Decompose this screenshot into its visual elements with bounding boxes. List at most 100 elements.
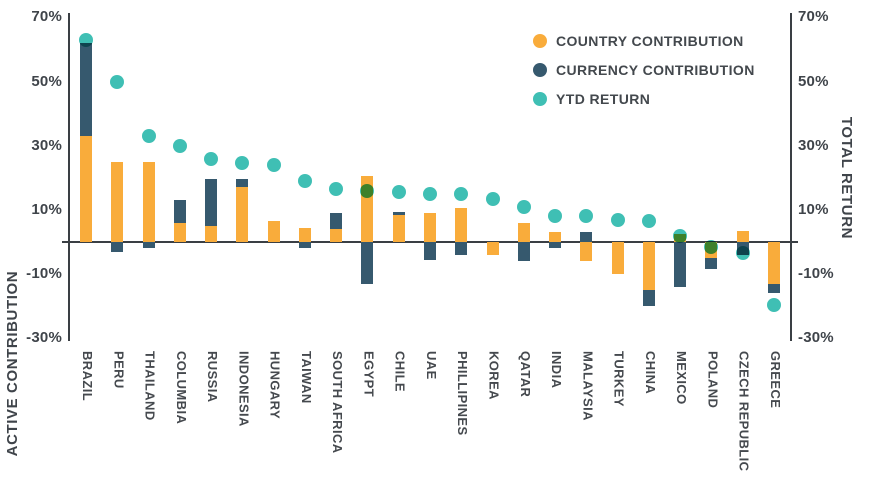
bar-country-contribution bbox=[736, 230, 749, 242]
bar-country-contribution bbox=[236, 187, 249, 242]
ytd-return-dot bbox=[266, 157, 281, 172]
bar-country-contribution bbox=[392, 214, 405, 242]
legend-swatch-dot-icon bbox=[533, 91, 547, 106]
legend-item: CURRENCY CONTRIBUTION bbox=[533, 55, 755, 84]
bar-country-contribution bbox=[142, 161, 155, 242]
bar-country-contribution bbox=[767, 242, 780, 284]
bar-country-contribution bbox=[611, 242, 624, 275]
left-axis-tick-label: -30% bbox=[26, 329, 62, 347]
ytd-return-dot bbox=[735, 246, 750, 261]
x-axis-category-label: SOUTH AFRICA bbox=[330, 351, 346, 454]
bar-country-contribution bbox=[549, 232, 562, 242]
bar-country-contribution bbox=[298, 227, 311, 242]
x-axis-category-label: BRAZIL bbox=[80, 351, 95, 402]
x-axis-category-label: MEXICO bbox=[674, 351, 690, 405]
bar-currency-contribution bbox=[674, 242, 687, 287]
ytd-return-dot bbox=[704, 239, 719, 254]
left-axis-line bbox=[68, 13, 70, 341]
right-axis-line bbox=[790, 13, 792, 341]
left-axis-tick-label: -10% bbox=[26, 265, 62, 283]
ytd-return-dot bbox=[235, 156, 250, 171]
bar-currency-contribution bbox=[80, 42, 92, 137]
bar-currency-contribution bbox=[705, 258, 718, 270]
x-axis-category-label: CHINA bbox=[642, 351, 658, 395]
bar-country-contribution bbox=[642, 242, 655, 291]
legend-item-label: CURRENCY CONTRIBUTION bbox=[556, 61, 755, 78]
ytd-return-dot bbox=[110, 74, 125, 89]
x-axis-category-label: INDIA bbox=[549, 351, 565, 389]
x-axis-category-label: QATAR bbox=[517, 351, 533, 398]
bar-country-contribution bbox=[486, 242, 499, 255]
bar-country-contribution bbox=[517, 222, 530, 242]
bar-country-contribution bbox=[580, 242, 593, 262]
bar-currency-contribution bbox=[142, 242, 155, 249]
ytd-return-dot bbox=[516, 199, 531, 214]
bar-currency-contribution bbox=[173, 200, 186, 223]
ytd-return-dot bbox=[329, 182, 344, 197]
bar-currency-contribution bbox=[767, 283, 780, 294]
x-axis-category-label: TAIWAN bbox=[298, 351, 314, 404]
x-axis-category-label: GREECE bbox=[767, 351, 783, 409]
left-axis-tick-label: 50% bbox=[31, 72, 62, 90]
x-axis-category-label: MALAYSIA bbox=[580, 351, 596, 421]
left-axis-tick-label: 30% bbox=[31, 136, 62, 154]
bar-currency-contribution bbox=[330, 213, 343, 230]
x-axis-category-label: PERU bbox=[111, 351, 127, 389]
x-axis-category-label: TURKEY bbox=[611, 351, 627, 407]
ytd-return-dot bbox=[422, 186, 437, 201]
ytd-return-dot bbox=[485, 191, 500, 206]
ytd-return-dot bbox=[360, 183, 375, 198]
bar-currency-contribution bbox=[298, 242, 311, 249]
x-axis-category-label: CHILE bbox=[392, 351, 408, 392]
right-axis-tick-label: 50% bbox=[798, 72, 829, 90]
right-axis-tick-label: 70% bbox=[798, 8, 829, 26]
bar-country-contribution bbox=[330, 229, 343, 242]
legend: COUNTRY CONTRIBUTION CURRENCY CONTRIBUTIO… bbox=[533, 26, 755, 113]
ytd-return-dot bbox=[641, 214, 656, 229]
ytd-return-dot bbox=[454, 186, 469, 201]
ytd-return-dot bbox=[579, 209, 594, 224]
legend-item-label: COUNTRY CONTRIBUTION bbox=[556, 32, 744, 49]
bar-country-contribution bbox=[423, 213, 436, 242]
legend-item: YTD RETURN bbox=[533, 84, 755, 113]
ytd-return-dot bbox=[673, 228, 688, 243]
bar-currency-contribution bbox=[205, 179, 218, 226]
ytd-return-dot bbox=[141, 129, 156, 144]
bar-currency-contribution bbox=[517, 242, 530, 262]
x-axis-category-label: HUNGARY bbox=[267, 351, 283, 420]
right-axis-title: TOTAL RETURN bbox=[838, 116, 855, 240]
left-axis-tick-label: 70% bbox=[31, 8, 62, 26]
x-axis-category-label: POLAND bbox=[705, 351, 721, 409]
x-axis-category-label: PHILLIPINES bbox=[455, 351, 471, 436]
bar-currency-contribution bbox=[392, 211, 405, 215]
bar-currency-contribution bbox=[580, 232, 593, 242]
bar-currency-contribution bbox=[455, 242, 468, 255]
left-zero-tick bbox=[62, 241, 68, 243]
right-axis-tick-label: 10% bbox=[798, 200, 829, 218]
x-axis-category-label: KOREA bbox=[486, 351, 502, 400]
bar-currency-contribution bbox=[236, 179, 249, 188]
legend-swatch-dot-icon bbox=[533, 33, 547, 48]
right-zero-tick bbox=[792, 241, 798, 243]
bar-currency-contribution bbox=[642, 290, 655, 307]
ytd-return-dot bbox=[297, 174, 312, 188]
ytd-return-dot bbox=[766, 297, 781, 312]
x-axis-category-label: INDONESIA bbox=[236, 351, 252, 427]
x-axis-category-label: EGYPT bbox=[361, 351, 377, 398]
x-axis-category-label: THAILAND bbox=[142, 351, 158, 421]
ytd-return-dot bbox=[391, 185, 406, 200]
bar-country-contribution bbox=[111, 161, 124, 242]
ytd-return-dot bbox=[204, 151, 219, 166]
right-axis-tick-label: -10% bbox=[798, 265, 834, 283]
ytd-return-dot bbox=[610, 212, 625, 227]
legend-item-label: YTD RETURN bbox=[556, 90, 651, 107]
left-axis-title: ACTIVE CONTRIBUTION bbox=[4, 270, 21, 457]
bar-country-contribution bbox=[205, 225, 218, 242]
bar-country-contribution bbox=[80, 136, 92, 242]
bar-currency-contribution bbox=[423, 242, 436, 260]
right-axis-tick-label: 30% bbox=[798, 136, 829, 154]
ytd-return-dot bbox=[172, 138, 187, 153]
legend-item: COUNTRY CONTRIBUTION bbox=[533, 26, 755, 55]
bar-country-contribution bbox=[173, 222, 186, 242]
